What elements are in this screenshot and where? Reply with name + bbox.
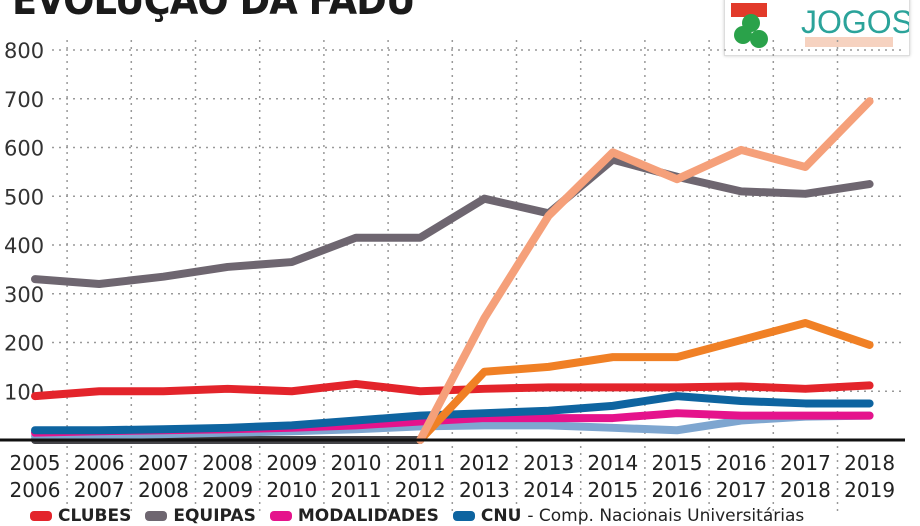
- x-tick-label: 2008: [202, 451, 253, 475]
- x-tick-label: 2016: [652, 478, 703, 502]
- legend: CLUBES EQUIPAS MODALIDADES CNU- Comp. Na…: [30, 506, 804, 526]
- y-tick-label: 400: [4, 234, 44, 258]
- x-tick-label: 2009: [202, 478, 253, 502]
- legend-item-equipas: EQUIPAS: [145, 506, 256, 526]
- legend-label: MODALIDADES: [298, 506, 439, 526]
- x-tick-label: 2013: [459, 478, 510, 502]
- x-tick-label: 2012: [459, 451, 510, 475]
- x-tick-label: 2017: [780, 451, 831, 475]
- x-tick-label: 2011: [395, 451, 446, 475]
- legend-note: - Comp. Nacionais Universitárias: [527, 506, 804, 526]
- x-tick-label: 2005: [10, 451, 61, 475]
- y-tick-label: 300: [4, 283, 44, 307]
- legend-swatch: [453, 511, 475, 521]
- legend-item-cnu: CNU- Comp. Nacionais Universitárias: [453, 506, 804, 526]
- x-tick-label: 2016: [716, 451, 767, 475]
- legend-label: CLUBES: [58, 506, 131, 526]
- x-tick-label: 2019: [844, 478, 895, 502]
- x-tick-label: 2010: [331, 451, 382, 475]
- x-tick-label: 2014: [523, 478, 574, 502]
- y-tick-label: 800: [4, 39, 44, 63]
- legend-swatch: [145, 511, 167, 521]
- legend-item-clubes: CLUBES: [30, 506, 131, 526]
- y-tick-label: 600: [4, 137, 44, 161]
- x-tick-label: 2012: [395, 478, 446, 502]
- x-tick-label: 2018: [780, 478, 831, 502]
- x-tick-label: 2007: [138, 451, 189, 475]
- legend-swatch: [30, 511, 52, 521]
- x-tick-label: 2014: [587, 451, 638, 475]
- x-tick-label: 2007: [74, 478, 125, 502]
- x-tick-label: 2006: [10, 478, 61, 502]
- legend-label: CNU: [481, 506, 522, 526]
- x-tick-label: 2017: [716, 478, 767, 502]
- x-tick-label: 2008: [138, 478, 189, 502]
- x-tick-label: 2015: [652, 451, 703, 475]
- y-tick-label: 500: [4, 185, 44, 209]
- x-tick-label: 2010: [266, 478, 317, 502]
- y-tick-label: 700: [4, 88, 44, 112]
- legend-item-modalidades: MODALIDADES: [270, 506, 439, 526]
- x-tick-label: 2011: [331, 478, 382, 502]
- legend-swatch: [270, 511, 292, 521]
- y-tick-label: 200: [4, 332, 44, 356]
- x-tick-label: 2013: [523, 451, 574, 475]
- legend-label: EQUIPAS: [173, 506, 256, 526]
- x-tick-label: 2009: [266, 451, 317, 475]
- x-tick-label: 2006: [74, 451, 125, 475]
- x-tick-label: 2015: [587, 478, 638, 502]
- x-tick-label: 2018: [844, 451, 895, 475]
